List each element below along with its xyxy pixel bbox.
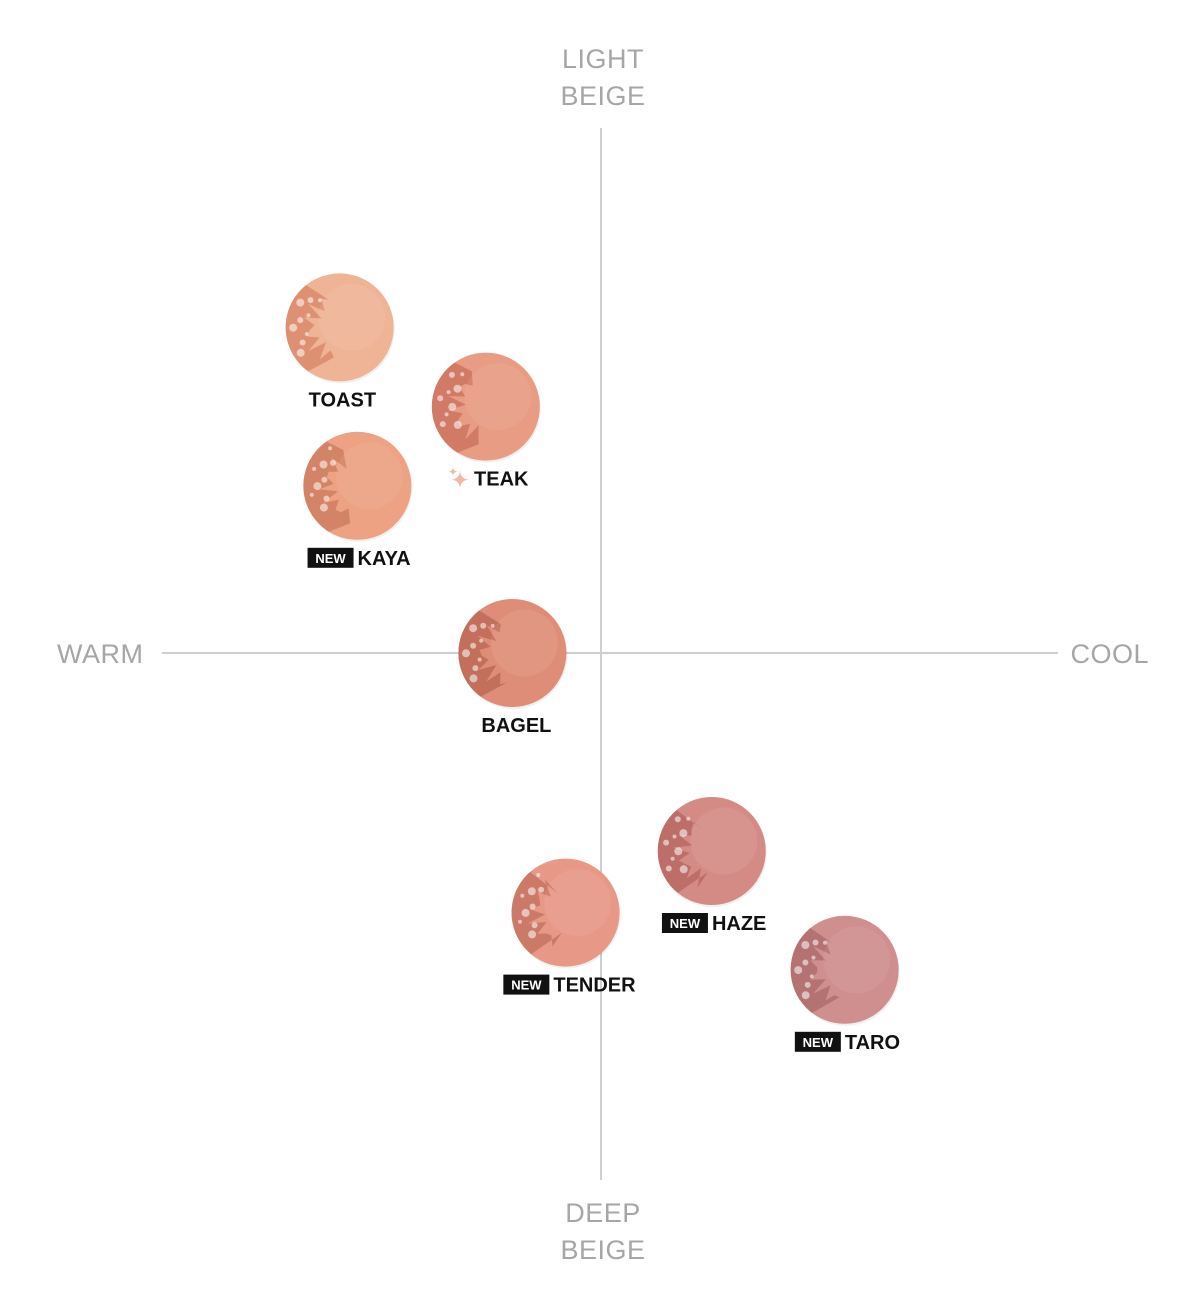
swatch-crumble (431, 352, 479, 461)
shade-name: HAZE (712, 913, 766, 935)
swatch-crumble (790, 915, 840, 1024)
swatch-crumble (303, 431, 351, 540)
new-badge: NEW (794, 1031, 841, 1052)
shade-name: BAGEL (481, 715, 551, 737)
shade-label-tender: NEW TENDER (503, 974, 636, 997)
swatch-crumble (511, 858, 562, 967)
shade-name: TENDER (553, 975, 636, 997)
axis-label-top-line1: LIGHT (562, 44, 644, 74)
new-badge: NEW (503, 974, 550, 995)
shade-toast: TOAST (285, 273, 395, 411)
shade-label-haze: NEW HAZE (661, 913, 766, 935)
shade-label-kaya: NEW KAYA (307, 547, 411, 570)
axis-label-cool: COOL (1070, 639, 1149, 669)
axis-label-bottom-line2: BEIGE (560, 1235, 645, 1265)
shade-kaya: NEW KAYA (303, 431, 413, 570)
shade-name: KAYA (358, 548, 411, 570)
shade-label-taro: NEW TARO (794, 1031, 900, 1054)
new-badge-text: NEW (315, 551, 346, 566)
new-badge: NEW (661, 913, 708, 933)
shade-label-bagel: BAGEL (481, 715, 551, 737)
shade-label-toast: TOAST (309, 389, 376, 411)
new-badge-text: NEW (511, 978, 542, 993)
shade-taro: NEW TARO (790, 915, 900, 1054)
swatch-crumble (285, 273, 334, 382)
shade-name: TOAST (309, 389, 376, 411)
new-badge-text: NEW (803, 1035, 834, 1050)
new-badge-text: NEW (670, 916, 701, 931)
axis-label-bottom-line1: DEEP (565, 1198, 641, 1228)
shade-tender: NEW TENDER (503, 858, 636, 997)
axis-label-warm: WARM (57, 639, 143, 669)
swatch-crumble (657, 797, 708, 905)
shade-bagel: BAGEL (458, 599, 568, 737)
shade-name: TEAK (474, 469, 529, 491)
axis-label-top-line2: BEIGE (560, 81, 645, 111)
shade-name: TARO (845, 1032, 900, 1054)
shade-label-teak: TEAK (448, 466, 529, 491)
new-badge: NEW (307, 547, 354, 568)
sparkle-icon (448, 466, 471, 490)
shade-teak: TEAK (431, 352, 541, 491)
swatch-crumble (458, 599, 507, 707)
shade-haze: NEW HAZE (657, 797, 767, 935)
